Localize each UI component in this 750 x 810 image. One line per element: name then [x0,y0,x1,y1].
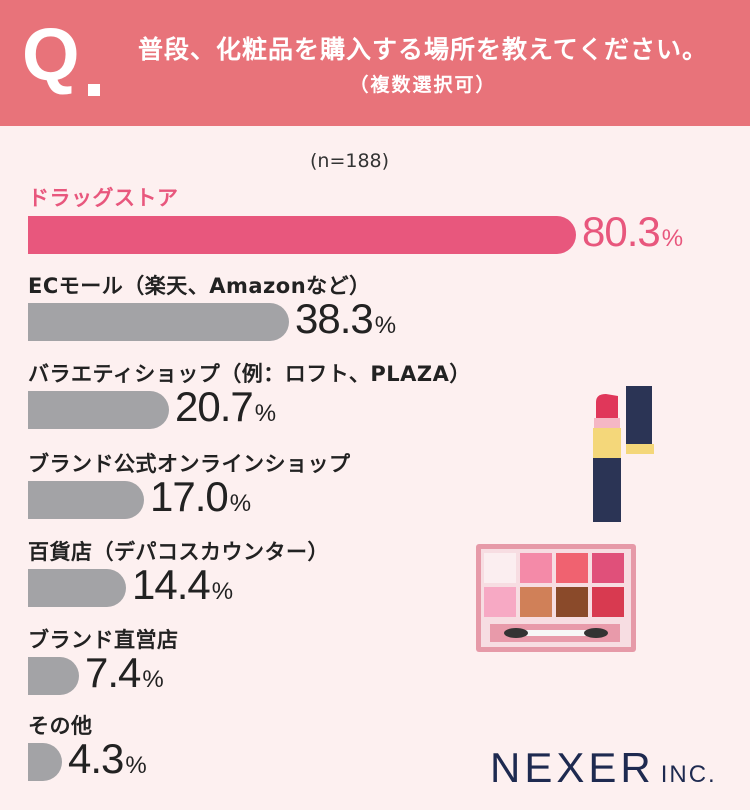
category-label: ブランド公式オンラインショップ [28,452,351,476]
bar [28,303,289,341]
data-label-value: 17.0 [150,473,229,520]
logo-name: NEXER [490,744,655,791]
bar [28,481,144,519]
data-label-value: 20.7 [175,383,254,430]
bar [28,657,79,695]
question-title: 普段、化粧品を購入する場所を教えてください。 [137,35,708,64]
question-header: Q 普段、化粧品を購入する場所を教えてください。 （複数選択可） [0,0,750,126]
data-label: 14.4% [132,561,233,609]
data-label-unit: % [211,578,234,605]
data-label-unit: % [229,490,252,517]
data-label-value: 38.3 [295,295,374,342]
question-mark-dot [88,84,100,96]
data-label: 17.0% [150,473,251,521]
data-label-unit: % [125,752,147,779]
logo-suffix: INC. [660,761,717,788]
bar [28,391,169,429]
data-label: 38.3% [295,295,396,343]
data-label-unit: % [374,312,397,339]
data-label-value: 80.3 [582,208,661,255]
category-label: バラエティショップ（例：ロフト、PLAZA） [28,362,471,386]
data-label: 20.7% [175,383,276,431]
category-label: 百貨店（デパコスカウンター） [28,540,329,564]
question-mark: Q [22,13,80,96]
category-label: その他 [28,714,93,738]
data-label-value: 4.3 [68,735,124,782]
data-label-unit: % [254,400,277,427]
category-label: ドラッグストア [28,186,179,210]
question-subtitle: （複数選択可） [349,74,497,96]
data-label-value: 14.4 [132,561,211,608]
data-label-value: 7.4 [85,649,141,696]
category-label: ECモール（楽天、Amazonなど） [28,274,371,298]
bar [28,743,62,781]
bar [28,569,126,607]
data-label-unit: % [661,225,684,252]
sample-size-note: (n=188) [310,150,390,172]
data-label-unit: % [142,666,164,693]
category-label: ブランド直営店 [28,628,179,652]
data-label: 4.3% [68,735,147,783]
nexer-logo: NEXER INC. [490,744,717,792]
lipstick-illustration [593,386,654,522]
data-label: 80.3% [582,208,683,256]
eyeshadow-palette-illustration [476,544,636,652]
bar [28,216,576,254]
data-label: 7.4% [85,649,164,697]
